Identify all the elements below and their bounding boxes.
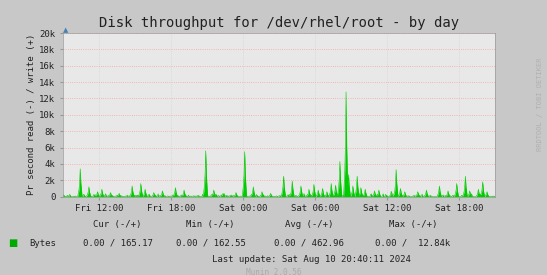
Text: 0.00 / 165.17: 0.00 / 165.17: [83, 239, 153, 248]
Text: ■: ■: [8, 238, 18, 248]
Text: ▲: ▲: [63, 27, 68, 33]
Text: RRDTOOL / TOBI OETIKER: RRDTOOL / TOBI OETIKER: [537, 58, 543, 151]
Text: Avg (-/+): Avg (-/+): [285, 220, 333, 229]
Text: Max (-/+): Max (-/+): [389, 220, 437, 229]
Text: 0.00 / 462.96: 0.00 / 462.96: [274, 239, 344, 248]
Title: Disk throughput for /dev/rhel/root - by day: Disk throughput for /dev/rhel/root - by …: [99, 16, 459, 31]
Text: 0.00 / 162.55: 0.00 / 162.55: [176, 239, 246, 248]
Text: Munin 2.0.56: Munin 2.0.56: [246, 268, 301, 275]
Text: 0.00 /  12.84k: 0.00 / 12.84k: [375, 239, 451, 248]
Text: Min (-/+): Min (-/+): [187, 220, 235, 229]
Text: Bytes: Bytes: [29, 239, 56, 248]
Text: Last update: Sat Aug 10 20:40:11 2024: Last update: Sat Aug 10 20:40:11 2024: [212, 255, 411, 264]
Y-axis label: Pr second read (-) / write (+): Pr second read (-) / write (+): [27, 34, 36, 196]
Text: Cur (-/+): Cur (-/+): [94, 220, 142, 229]
